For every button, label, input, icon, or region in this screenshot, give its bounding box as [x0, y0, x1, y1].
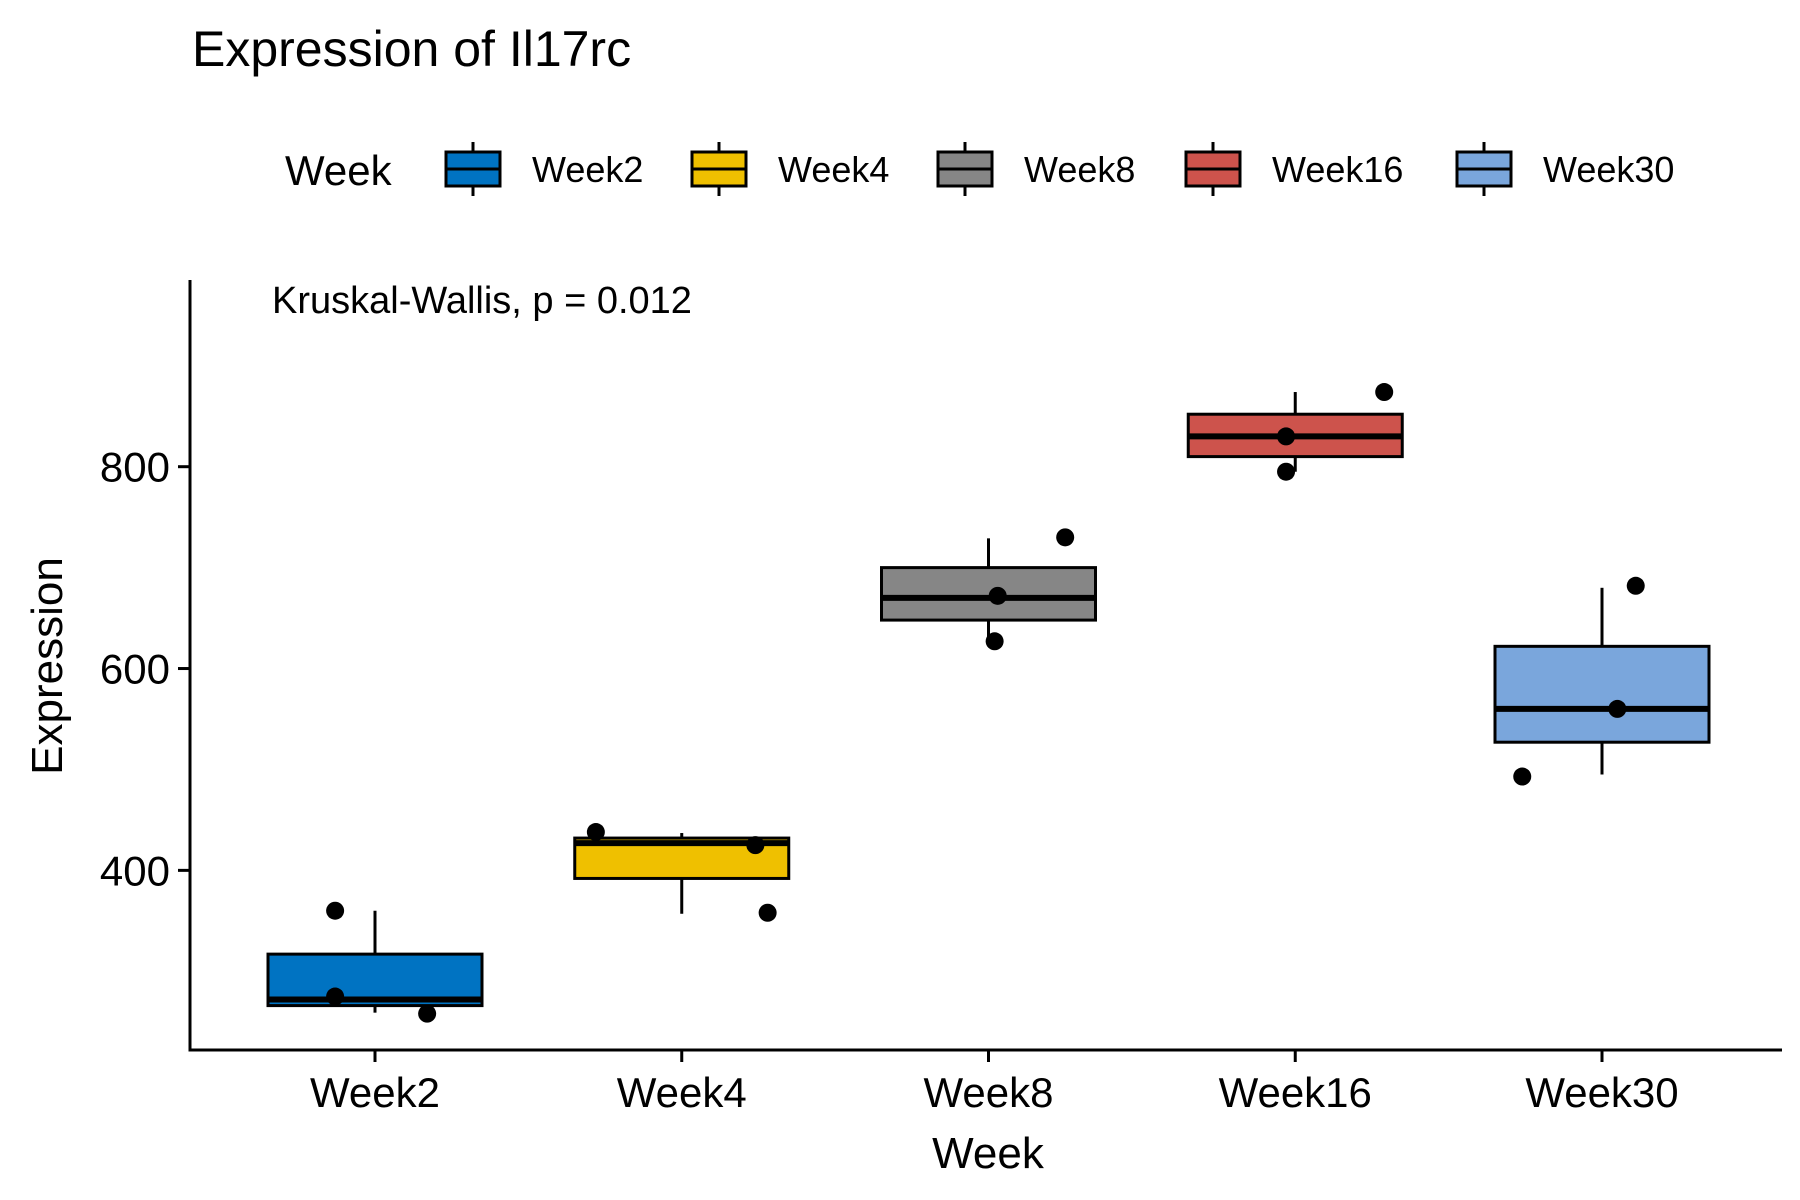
y-tick-label: 800: [100, 444, 170, 491]
legend-label: Week30: [1543, 149, 1674, 190]
x-tick-label: Week16: [1219, 1069, 1372, 1116]
box-week8: [880, 528, 1097, 651]
legend: Week Week2 Week4 Week8 Week16 Week30: [285, 142, 1674, 196]
box-iqr: [1493, 644, 1711, 744]
x-tick-label: Week2: [310, 1069, 440, 1116]
data-point: [586, 823, 605, 842]
y-tick-label: 600: [100, 646, 170, 693]
data-point: [988, 586, 1007, 605]
data-point: [418, 1004, 437, 1023]
box-iqr: [880, 566, 1097, 622]
data-point: [746, 836, 765, 855]
statistical-test-annotation: Kruskal-Wallis, p = 0.012: [272, 280, 692, 322]
box-week2: [266, 901, 484, 1023]
y-axis-title: Expression: [23, 557, 72, 775]
data-point: [1626, 576, 1645, 595]
box-week4: [573, 823, 791, 922]
legend-label: Week16: [1272, 149, 1403, 190]
legend-item-week30: Week30: [1455, 142, 1674, 196]
box-week30: [1493, 576, 1711, 786]
data-point: [1375, 383, 1394, 402]
data-point: [1513, 767, 1532, 786]
y-tick-label: 400: [100, 847, 170, 894]
legend-label: Week8: [1024, 149, 1135, 190]
box-week16: [1186, 383, 1404, 481]
data-point: [326, 987, 345, 1006]
data-point: [1056, 528, 1075, 547]
x-tick-label: Week30: [1525, 1069, 1678, 1116]
plot-area: 400 600 800 Week2 Week4 Week8 Week16 Week30: [100, 280, 1782, 1116]
data-point: [1277, 427, 1296, 446]
legend-label: Week4: [778, 149, 889, 190]
chart-title: Expression of Il17rc: [192, 21, 631, 77]
data-point: [1277, 462, 1296, 481]
data-point: [1608, 699, 1627, 718]
data-point: [326, 901, 345, 920]
legend-item-week2: Week2: [444, 142, 643, 196]
legend-label: Week2: [532, 149, 643, 190]
data-point: [985, 632, 1004, 651]
x-tick-label: Week8: [924, 1069, 1054, 1116]
legend-title: Week: [285, 147, 393, 194]
data-point: [758, 903, 777, 922]
legend-item-week4: Week4: [690, 142, 889, 196]
legend-item-week8: Week8: [936, 142, 1135, 196]
x-tick-label: Week4: [617, 1069, 747, 1116]
legend-item-week16: Week16: [1184, 142, 1403, 196]
x-axis-title: Week: [932, 1129, 1045, 1178]
